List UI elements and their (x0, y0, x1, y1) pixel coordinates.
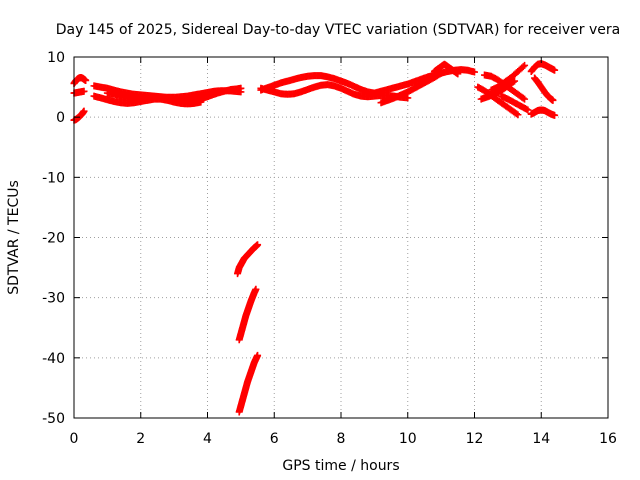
data-point (521, 61, 529, 69)
y-tick-label: 10 (47, 50, 65, 66)
data-point (471, 68, 478, 76)
data-point (519, 94, 527, 102)
y-tick-label: -50 (42, 411, 65, 427)
series-arc-14 (377, 69, 445, 107)
data-point (82, 76, 90, 84)
data-point (511, 77, 519, 85)
x-tick-label: 16 (599, 431, 617, 447)
series-arc-19 (477, 77, 519, 103)
x-axis-label: GPS time / hours (282, 458, 399, 474)
x-tick-label: 4 (203, 431, 212, 447)
y-tick-label: -10 (42, 170, 65, 186)
y-tick-label: 0 (56, 110, 65, 126)
y-tick-label: -20 (42, 231, 65, 247)
data-point (254, 351, 262, 359)
x-tick-label: 6 (270, 431, 279, 447)
axis-ticks: 0 2 4 6 8 10 12 14 16 -50 -40 -30 -20 -10 0 10 (42, 50, 617, 447)
data-point (551, 66, 559, 74)
x-tick-label: 12 (466, 431, 484, 447)
data-point (252, 285, 260, 293)
y-tick-label: -40 (42, 351, 65, 367)
x-tick-label: 0 (70, 431, 79, 447)
y-tick-label: -30 (42, 291, 65, 307)
series-arc-15 (430, 60, 462, 78)
series-arc-21 (527, 60, 559, 75)
data-point (521, 95, 529, 103)
x-tick-label: 10 (399, 431, 417, 447)
data-point (404, 94, 412, 102)
series-arc-2 (70, 73, 90, 87)
y-axis-label: SDTVAR / TECUs (6, 180, 22, 295)
series-arc-12 (257, 81, 412, 102)
x-tick-label: 2 (136, 431, 145, 447)
x-tick-label: 14 (532, 431, 550, 447)
series-arc-9 (235, 285, 260, 344)
data-point (437, 69, 445, 77)
data-point (436, 70, 444, 78)
data-point (80, 107, 88, 115)
data-point (514, 111, 522, 119)
x-tick-label: 8 (337, 431, 346, 447)
series-arc-8 (234, 241, 262, 278)
data-point (454, 70, 462, 78)
data-point (509, 78, 517, 86)
grid (74, 57, 608, 418)
data-point (549, 96, 557, 104)
series-arc-11 (257, 72, 385, 97)
series-arc-20 (497, 92, 532, 114)
data-point (524, 106, 532, 114)
data-point (519, 63, 527, 71)
data-point (80, 87, 88, 95)
data-point (513, 110, 521, 118)
chart-title: Day 145 of 2025, Sidereal Day-to-day VTE… (56, 22, 620, 38)
series-arc-22 (531, 74, 557, 104)
series-arc-23 (527, 106, 559, 119)
data-point (551, 111, 559, 119)
data-point (237, 84, 245, 92)
data-points (70, 60, 559, 416)
data-point (254, 241, 262, 249)
series-arc-7 (187, 84, 245, 107)
series-arc-18 (487, 61, 529, 94)
series-arc-10 (235, 351, 262, 416)
series-arc-13 (370, 66, 478, 97)
